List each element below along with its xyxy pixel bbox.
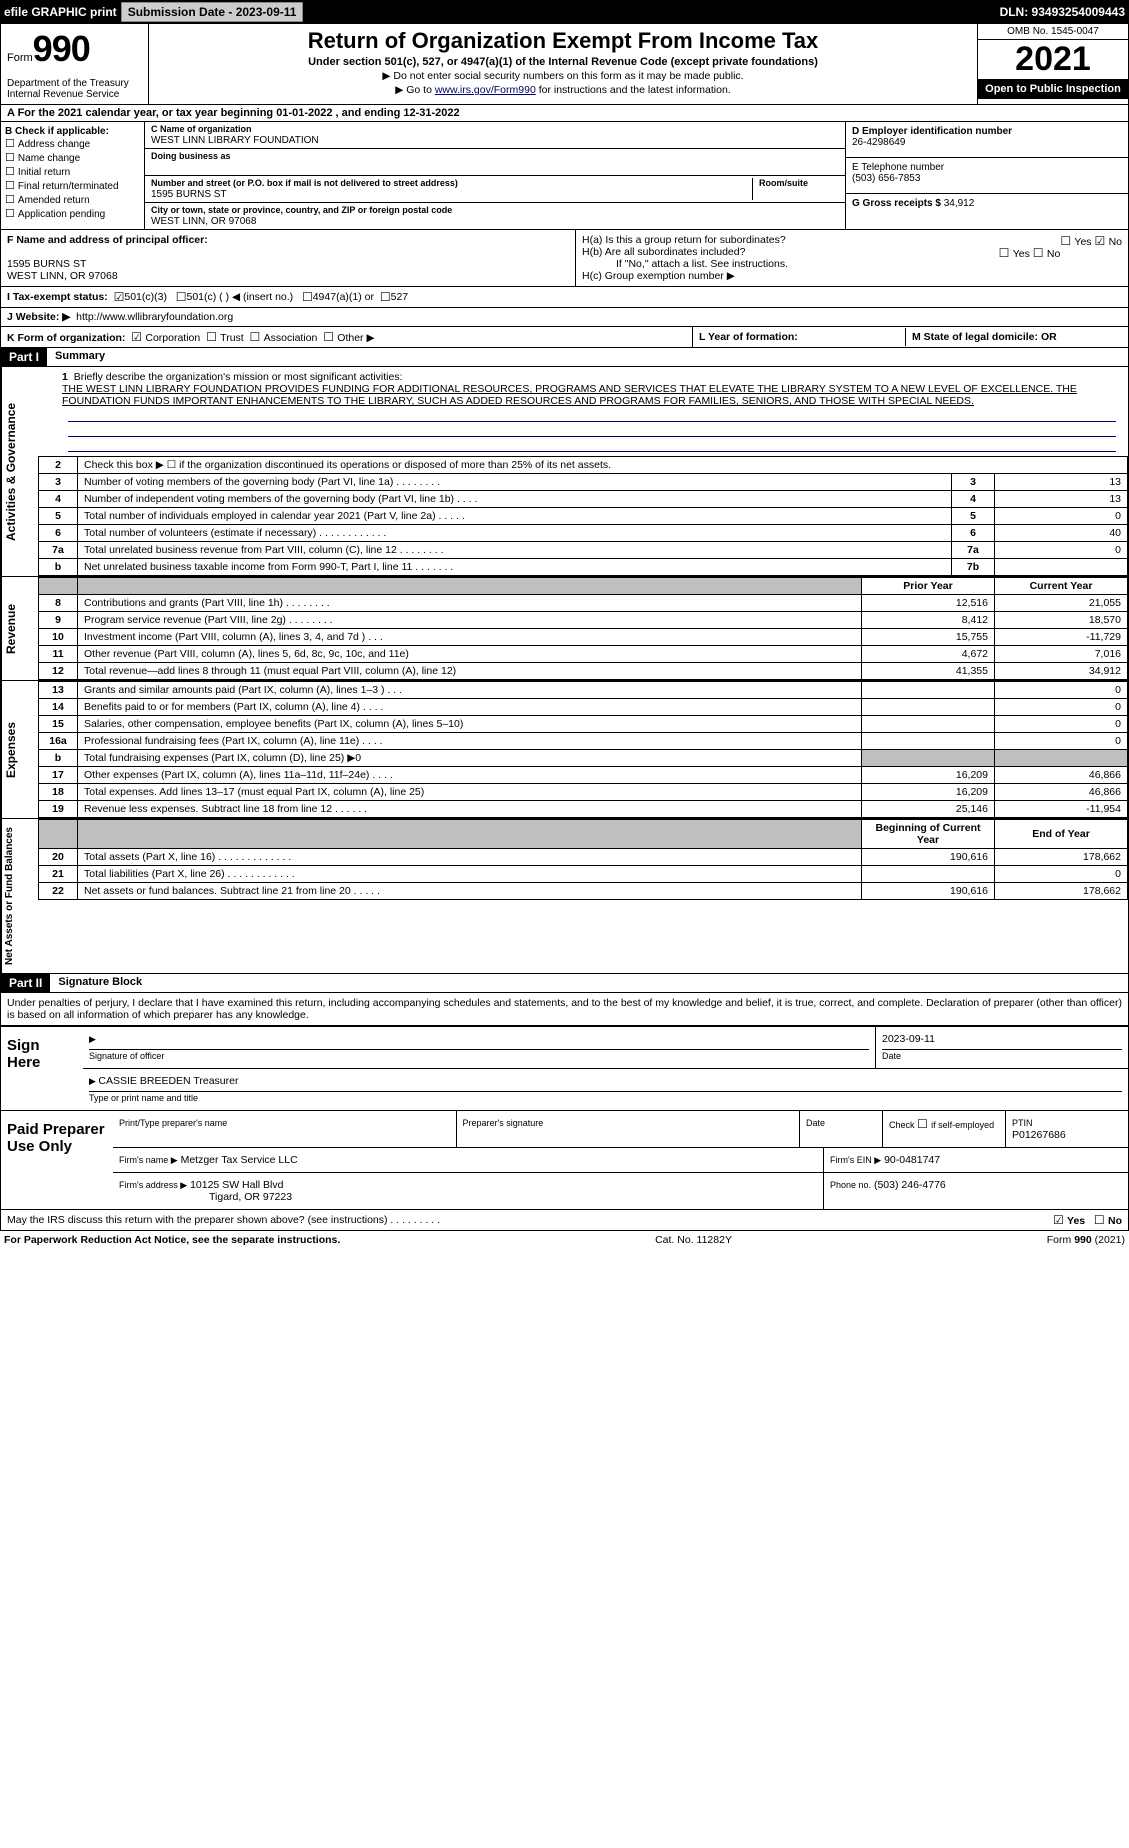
- omb-no: OMB No. 1545-0047: [978, 24, 1128, 40]
- paid-prep-label: Paid Preparer Use Only: [1, 1111, 113, 1209]
- year-box: OMB No. 1545-0047 2021 Open to Public In…: [977, 24, 1128, 104]
- section-net-assets: Net Assets or Fund Balances Beginning of…: [0, 819, 1129, 974]
- section-governance: Activities & Governance 1 Briefly descri…: [0, 367, 1129, 577]
- ck-self-employed[interactable]: [917, 1120, 931, 1130]
- submission-date-btn[interactable]: Submission Date - 2023-09-11: [121, 2, 304, 22]
- box-e-phone: E Telephone number (503) 656-7853: [846, 158, 1128, 194]
- note-ssn: ▶ Do not enter social security numbers o…: [157, 70, 969, 82]
- part2-title: Signature Block: [50, 974, 150, 992]
- discuss-no[interactable]: [1094, 1215, 1108, 1227]
- cell-city: City or town, state or province, country…: [145, 203, 845, 229]
- section-expenses: Expenses 13Grants and similar amounts pa…: [0, 681, 1129, 819]
- hb-no[interactable]: [1033, 248, 1047, 260]
- sig-date-cell: 2023-09-11 Date: [876, 1027, 1128, 1068]
- footer-left: For Paperwork Reduction Act Notice, see …: [4, 1234, 340, 1246]
- ck-app-pending[interactable]: Application pending: [5, 207, 140, 220]
- row-f-h: F Name and address of principal officer:…: [0, 230, 1129, 287]
- form-990: 990: [33, 28, 90, 69]
- box-deg: D Employer identification number 26-4298…: [845, 122, 1128, 229]
- ck-name-change[interactable]: Name change: [5, 151, 140, 164]
- box-h: H(a) Is this a group return for subordin…: [576, 230, 1128, 286]
- row-j-website: J Website: ▶ http://www.wllibraryfoundat…: [0, 308, 1129, 327]
- part1-header: Part I Summary: [0, 348, 1129, 367]
- sign-here-label: Sign Here: [1, 1027, 83, 1110]
- footer-right: Form 990 (2021): [1047, 1234, 1125, 1246]
- row-a-tax-year: A For the 2021 calendar year, or tax yea…: [0, 105, 1129, 122]
- cell-org-name: C Name of organization WEST LINN LIBRARY…: [145, 122, 845, 149]
- cell-street: Number and street (or P.O. box if mail i…: [145, 176, 845, 203]
- part2-header: Part II Signature Block: [0, 974, 1129, 993]
- discuss-row: May the IRS discuss this return with the…: [0, 1210, 1129, 1231]
- main-title: Return of Organization Exempt From Incom…: [157, 28, 969, 54]
- ck-initial-return[interactable]: Initial return: [5, 165, 140, 178]
- ck-corp[interactable]: [131, 332, 145, 344]
- note-goto: ▶ Go to www.irs.gov/Form990 for instruct…: [157, 84, 969, 96]
- efile-label: efile GRAPHIC print: [4, 5, 117, 19]
- box-d-ein: D Employer identification number 26-4298…: [846, 122, 1128, 158]
- side-expenses: Expenses: [1, 681, 38, 818]
- gov-table: 2Check this box ▶ ☐ if the organization …: [38, 456, 1128, 576]
- title-box: Return of Organization Exempt From Incom…: [149, 24, 977, 104]
- penalties-text: Under penalties of perjury, I declare th…: [0, 993, 1129, 1026]
- sig-officer-cell[interactable]: Signature of officer: [83, 1027, 876, 1068]
- footer: For Paperwork Reduction Act Notice, see …: [0, 1231, 1129, 1249]
- sig-name-cell: CASSIE BREEDEN Treasurer Type or print n…: [83, 1069, 1128, 1110]
- ck-assoc[interactable]: [250, 332, 264, 344]
- box-f-officer: F Name and address of principal officer:…: [1, 230, 576, 286]
- mission-block: 1 Briefly describe the organization's mi…: [38, 367, 1128, 456]
- form-word: Form: [7, 52, 33, 64]
- open-to-public: Open to Public Inspection: [978, 79, 1128, 99]
- paid-preparer-block: Paid Preparer Use Only Print/Type prepar…: [0, 1111, 1129, 1210]
- irs-link[interactable]: www.irs.gov/Form990: [435, 84, 536, 96]
- footer-mid: Cat. No. 11282Y: [655, 1234, 732, 1246]
- ck-address-change[interactable]: Address change: [5, 137, 140, 150]
- section-revenue: Revenue Prior YearCurrent Year8Contribut…: [0, 577, 1129, 681]
- ck-other[interactable]: [323, 332, 337, 344]
- na-table: Beginning of Current YearEnd of Year20To…: [38, 819, 1128, 900]
- sign-here-block: Sign Here Signature of officer 2023-09-1…: [0, 1026, 1129, 1111]
- ck-4947[interactable]: [302, 290, 313, 304]
- exp-table: 13Grants and similar amounts paid (Part …: [38, 681, 1128, 818]
- side-revenue: Revenue: [1, 577, 38, 680]
- sub-title: Under section 501(c), 527, or 4947(a)(1)…: [157, 56, 969, 68]
- rev-table: Prior YearCurrent Year8Contributions and…: [38, 577, 1128, 680]
- row-klm: K Form of organization: Corporation Trus…: [0, 327, 1129, 348]
- box-g-receipts: G Gross receipts $ 34,912: [846, 194, 1128, 229]
- dln-label: DLN: 93493254009443: [1000, 5, 1125, 19]
- part1-title: Summary: [47, 348, 113, 366]
- side-net-assets: Net Assets or Fund Balances: [1, 819, 38, 973]
- efile-topbar: efile GRAPHIC print Submission Date - 20…: [0, 0, 1129, 24]
- dept-treasury: Department of the Treasury Internal Reve…: [7, 78, 142, 100]
- ck-trust[interactable]: [206, 332, 220, 344]
- ck-501c[interactable]: [176, 290, 187, 304]
- part1-label: Part I: [1, 348, 47, 366]
- ck-final-return[interactable]: Final return/terminated: [5, 179, 140, 192]
- form-number-box: Form990 Department of the Treasury Inter…: [1, 24, 149, 104]
- side-governance: Activities & Governance: [1, 367, 38, 576]
- ha-yes[interactable]: [1060, 236, 1074, 248]
- box-b-checkboxes: B Check if applicable: Address change Na…: [1, 122, 145, 229]
- identity-block: B Check if applicable: Address change Na…: [0, 122, 1129, 230]
- ck-501c3[interactable]: [114, 290, 125, 304]
- form-header: Form990 Department of the Treasury Inter…: [0, 24, 1129, 105]
- part2-label: Part II: [1, 974, 50, 992]
- row-i-tax-status: I Tax-exempt status: 501(c)(3) 501(c) ( …: [0, 287, 1129, 308]
- ha-no[interactable]: [1094, 236, 1108, 248]
- hb-yes[interactable]: [999, 248, 1013, 260]
- discuss-yes[interactable]: [1053, 1215, 1067, 1227]
- ck-527[interactable]: [380, 290, 391, 304]
- cell-dba: Doing business as: [145, 149, 845, 176]
- tax-year: 2021: [978, 40, 1128, 79]
- box-c: C Name of organization WEST LINN LIBRARY…: [145, 122, 845, 229]
- ck-amended[interactable]: Amended return: [5, 193, 140, 206]
